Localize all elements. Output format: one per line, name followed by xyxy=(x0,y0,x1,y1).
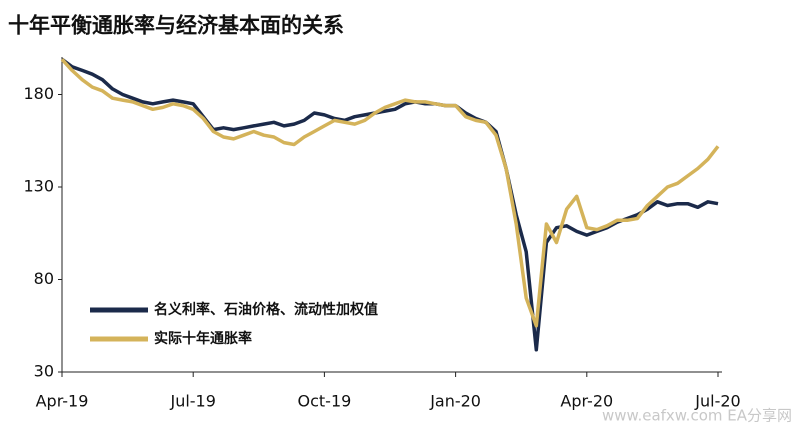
y-tick-label: 30 xyxy=(34,362,54,381)
y-tick-label: 130 xyxy=(23,177,54,196)
legend-label: 名义利率、石油价格、流动性加权值 xyxy=(154,301,378,318)
x-tick-label: Jul-20 xyxy=(694,392,740,411)
series-line xyxy=(60,58,720,328)
x-tick-label: Apr-19 xyxy=(36,392,89,411)
x-tick-label: Jan-20 xyxy=(429,392,481,411)
x-tick-label: Apr-20 xyxy=(560,392,613,411)
chart-title: 十年平衡通胀率与经济基本面的关系 xyxy=(8,13,344,38)
y-tick-label: 180 xyxy=(23,84,54,103)
watermark: www.eafxw.com EA分享网 xyxy=(602,407,792,425)
x-tick-label: Jul-19 xyxy=(169,392,215,411)
y-tick-label: 80 xyxy=(34,269,54,288)
legend-label: 实际十年通胀率 xyxy=(154,330,252,347)
x-tick-label: Oct-19 xyxy=(298,392,352,411)
